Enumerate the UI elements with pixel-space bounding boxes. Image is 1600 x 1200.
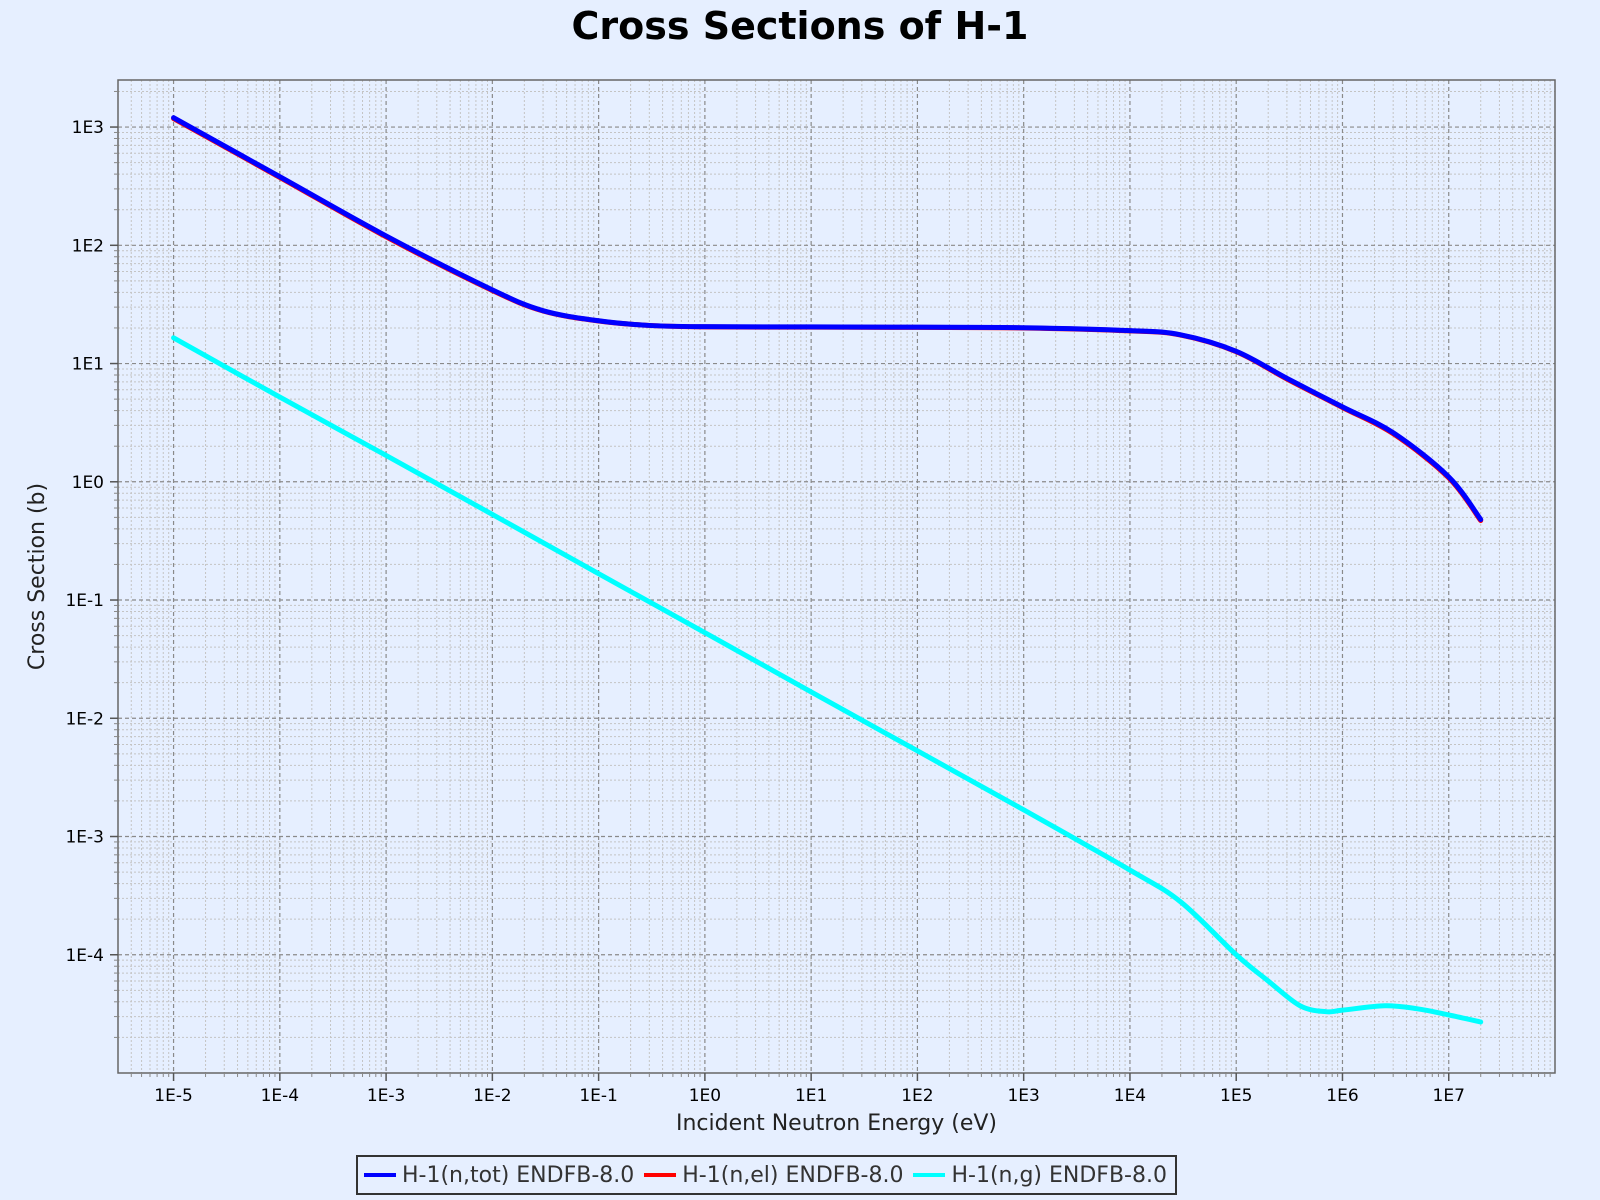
y-tick-label: 1E-2 [65,709,104,729]
legend-item: H-1(n,tot) ENDFB-8.0 [364,1163,634,1188]
legend-label: H-1(n,el) ENDFB-8.0 [682,1162,904,1188]
x-tick-label: 1E-3 [367,1086,406,1106]
plot-frame [117,79,1556,1074]
x-tick-label: 1E1 [795,1086,827,1106]
chart-title: Cross Sections of H-1 [571,4,1029,48]
y-tick-labels: 1E3 1E2 1E1 1E0 1E-1 1E-2 1E-3 1E-4 [65,118,104,966]
axis-ticks [110,90,1551,1081]
x-tick-label: 1E5 [1220,1086,1252,1106]
y-tick-label: 1E0 [72,473,104,493]
y-tick-label: 1E-3 [65,828,104,848]
x-tick-label: 1E0 [689,1086,721,1106]
x-tick-label: 1E7 [1433,1086,1465,1106]
x-tick-label: 1E3 [1007,1086,1039,1106]
x-tick-labels: 1E-5 1E-4 1E-3 1E-2 1E-1 1E0 1E1 1E2 1E3 1E4 1E5 1E… [154,1086,1465,1106]
y-tick-label: 1E-4 [65,946,104,966]
y-axis-label: Cross Section (b) [25,483,50,670]
legend-swatch [364,1173,396,1177]
legend-label: H-1(n,tot) ENDFB-8.0 [402,1162,635,1188]
x-tick-label: 1E-2 [473,1086,512,1106]
plot-area: 1E-5 1E-4 1E-3 1E-2 1E-1 1E0 1E1 1E2 1E3 1E4 1E5 1E… [25,79,1556,1136]
x-tick-label: 1E6 [1326,1086,1358,1106]
y-tick-label: 1E2 [72,236,104,256]
x-tick-label: 1E-4 [261,1086,300,1106]
y-tick-label: 1E3 [72,118,104,138]
y-tick-label: 1E1 [72,355,104,375]
legend: H-1(n,tot) ENDFB-8.0 H-1(n,el) ENDFB-8.0 H… [356,1155,1177,1195]
series-line-0 [171,115,1484,522]
x-tick-label: 1E4 [1114,1086,1146,1106]
legend-label: H-1(n,g) ENDFB-8.0 [951,1162,1167,1188]
minor-gridlines [118,80,1555,1073]
legend-item: H-1(n,g) ENDFB-8.0 [913,1163,1167,1188]
legend-swatch [913,1173,946,1177]
series-line-2 [171,335,1484,1025]
legend-item: H-1(n,el) ENDFB-8.0 [644,1163,903,1188]
x-tick-label: 1E-1 [579,1086,618,1106]
x-axis-label: Incident Neutron Energy (eV) [676,1111,997,1136]
x-tick-label: 1E-5 [154,1086,193,1106]
major-gridlines [118,80,1555,1073]
series-lines [171,115,1484,1025]
x-tick-label: 1E2 [901,1086,933,1106]
y-tick-label: 1E-1 [65,591,104,611]
legend-swatch [644,1173,677,1177]
